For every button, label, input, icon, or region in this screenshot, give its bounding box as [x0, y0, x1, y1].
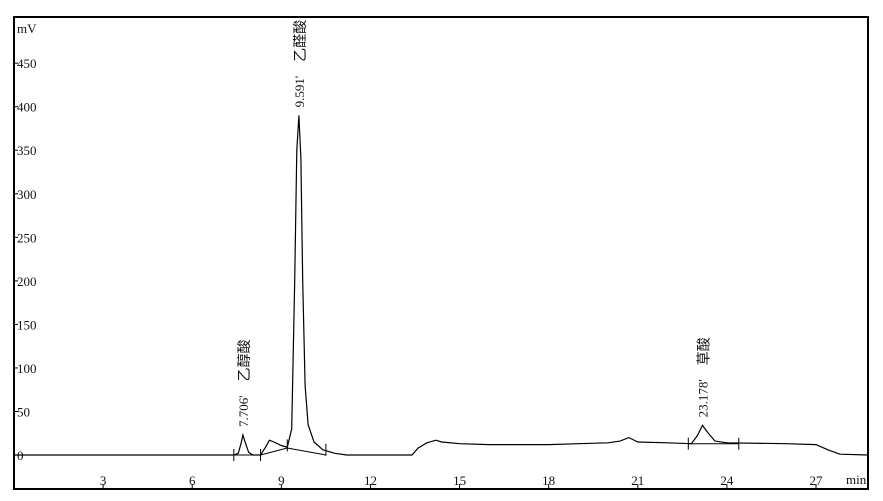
peak-name-label: 乙醇酸 — [236, 339, 253, 381]
x-tick-label: 24 — [720, 473, 734, 488]
peak-time-label: 7.706' — [236, 395, 251, 427]
peak-time-label: 23.178' — [695, 379, 710, 417]
plot-frame — [13, 16, 869, 490]
peak-name-label: 乙醛酸 — [293, 20, 309, 62]
y-tick-label: 400 — [17, 100, 37, 115]
y-tick-label: 150 — [17, 317, 37, 332]
x-tick-label: 3 — [100, 473, 107, 488]
y-tick-label: 350 — [17, 143, 37, 158]
y-tick-label: 50 — [17, 404, 30, 419]
peak-time-label: 9.591' — [292, 76, 307, 108]
y-tick-label: 300 — [17, 187, 37, 202]
peak-name-label: 草酸 — [696, 337, 712, 365]
x-tick-label: 12 — [364, 473, 377, 488]
integration-baseline — [260, 447, 326, 456]
x-tick-label: 9 — [278, 473, 285, 488]
x-tick-label: 15 — [453, 473, 466, 488]
y-axis-label: mV — [17, 21, 37, 36]
y-tick-label: 100 — [17, 361, 37, 376]
x-axis-label: min — [846, 472, 867, 487]
x-tick-label: 18 — [542, 473, 555, 488]
y-tick-label: 450 — [17, 56, 37, 71]
x-tick-label: 21 — [631, 473, 644, 488]
x-tick-label: 27 — [810, 473, 824, 488]
y-tick-label: 200 — [17, 274, 37, 289]
y-tick-label: 250 — [17, 230, 37, 245]
x-tick-label: 6 — [189, 473, 196, 488]
signal-trace — [14, 115, 869, 456]
